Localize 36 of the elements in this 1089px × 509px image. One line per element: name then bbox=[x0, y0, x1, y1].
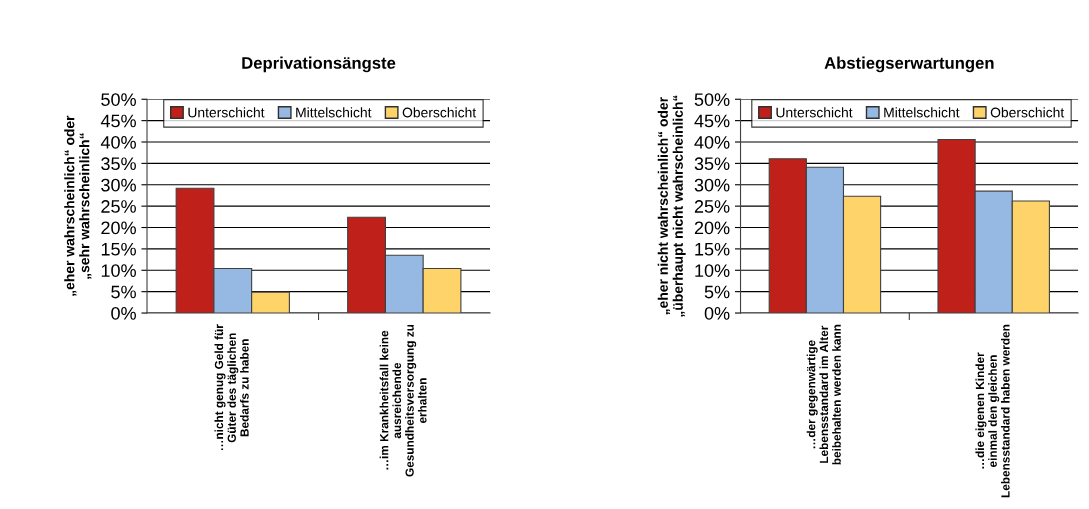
legend-label: Oberschicht bbox=[402, 107, 477, 118]
y-tick-label: 10% bbox=[101, 264, 136, 277]
y-tick-label: 15% bbox=[101, 242, 136, 256]
y-tick-label: 15% bbox=[695, 242, 730, 256]
x-tick-label: …der gegenwärtige Lebensstandard im Alter beibehalten werden kann bbox=[806, 324, 841, 465]
y-tick-label: 25% bbox=[694, 200, 730, 213]
y-tick-label: 30% bbox=[101, 178, 136, 192]
y-tick-label: 35% bbox=[101, 157, 136, 171]
legend-label: Unterschicht bbox=[776, 107, 853, 118]
x-tick-label: …im Krankheitsfall keine ausreichende Gesundheitsversorgung zu erhalten bbox=[379, 324, 427, 477]
y-tick-label: 40% bbox=[100, 135, 136, 149]
y-tick-label: 0% bbox=[111, 306, 136, 320]
y-tick-label: 5% bbox=[111, 285, 136, 299]
y-axis-title: „eher wahrscheinlich“ oder „sehr wahrscheinlich“ bbox=[64, 115, 92, 296]
y-axis-title: „eher nicht wahrscheinlich“ oder „überhaupt nicht wahrscheinlich“ bbox=[657, 95, 686, 317]
y-tick-label: 50% bbox=[694, 93, 730, 106]
y-tick-label: 50% bbox=[101, 93, 136, 106]
legend-label: Mittelschicht bbox=[296, 107, 372, 118]
legend-label: Mittelschicht bbox=[884, 107, 960, 118]
y-tick-label: 45% bbox=[100, 114, 136, 128]
y-tick-label: 20% bbox=[101, 221, 136, 235]
chart-title: Deprivationsängste bbox=[242, 56, 396, 73]
chart-title: Abstiegserwartungen bbox=[824, 56, 994, 73]
y-tick-label: 45% bbox=[694, 114, 730, 128]
y-tick-label: 40% bbox=[694, 135, 730, 149]
y-tick-label: 10% bbox=[695, 264, 730, 277]
legend-label: Unterschicht bbox=[188, 107, 265, 118]
y-tick-label: 5% bbox=[704, 285, 730, 299]
y-tick-label: 20% bbox=[694, 221, 730, 235]
legend-label: Oberschicht bbox=[990, 107, 1065, 118]
y-tick-label: 0% bbox=[704, 306, 730, 320]
y-tick-label: 30% bbox=[694, 178, 730, 192]
x-tick-label: …nicht genug Geld für Güter des täglichen Bedarfs zu haben bbox=[214, 324, 249, 451]
x-tick-label: …die eigenen Kinder einmal den gleichen Lebensstandard haben werden bbox=[975, 324, 1010, 498]
y-tick-label: 35% bbox=[694, 157, 730, 171]
y-tick-label: 25% bbox=[101, 200, 136, 213]
